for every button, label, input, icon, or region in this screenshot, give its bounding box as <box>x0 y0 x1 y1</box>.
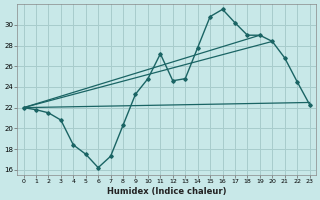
X-axis label: Humidex (Indice chaleur): Humidex (Indice chaleur) <box>107 187 226 196</box>
